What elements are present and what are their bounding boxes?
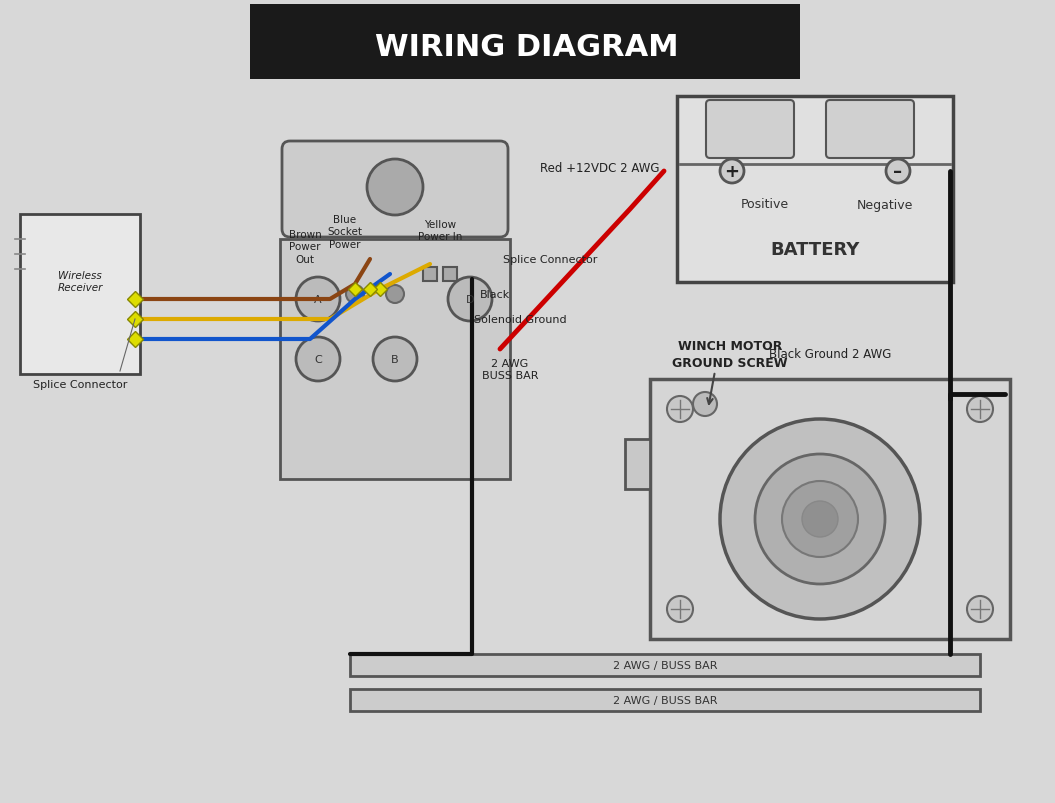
Circle shape (693, 393, 717, 417)
Circle shape (296, 278, 340, 321)
Text: Blue
Socket
Power: Blue Socket Power (327, 214, 363, 250)
Circle shape (448, 278, 492, 321)
Circle shape (886, 160, 910, 184)
Text: 2 AWG / BUSS BAR: 2 AWG / BUSS BAR (613, 660, 717, 671)
Circle shape (667, 397, 693, 422)
Text: Yellow
Power In: Yellow Power In (418, 220, 462, 242)
Text: C: C (314, 355, 322, 365)
Circle shape (367, 160, 423, 216)
Text: +: + (725, 163, 740, 181)
FancyBboxPatch shape (625, 439, 650, 489)
Text: BATTERY: BATTERY (770, 241, 860, 259)
Text: Splice Connector: Splice Connector (33, 380, 128, 389)
Text: 2 AWG
BUSS BAR: 2 AWG BUSS BAR (482, 358, 538, 381)
Text: Black Ground 2 AWG: Black Ground 2 AWG (769, 348, 891, 361)
Text: Wireless
Receiver: Wireless Receiver (57, 271, 102, 292)
Circle shape (346, 286, 364, 304)
Text: B: B (391, 355, 399, 365)
Circle shape (386, 286, 404, 304)
Circle shape (720, 160, 744, 184)
FancyBboxPatch shape (423, 267, 437, 282)
Circle shape (667, 597, 693, 622)
Text: Splice Connector: Splice Connector (503, 255, 597, 265)
Circle shape (802, 501, 838, 537)
Circle shape (373, 337, 417, 381)
Text: WIRING DIAGRAM: WIRING DIAGRAM (376, 32, 678, 61)
FancyBboxPatch shape (677, 97, 953, 283)
Text: Positive: Positive (741, 198, 789, 211)
Text: Negative: Negative (857, 198, 914, 211)
Text: Solenoid Ground: Solenoid Ground (474, 315, 567, 324)
Circle shape (296, 337, 340, 381)
Text: A: A (314, 295, 322, 304)
Circle shape (967, 597, 993, 622)
Text: –: – (894, 163, 903, 181)
FancyBboxPatch shape (443, 267, 457, 282)
FancyBboxPatch shape (250, 5, 800, 80)
FancyBboxPatch shape (282, 142, 509, 238)
Circle shape (967, 397, 993, 422)
Text: 2 AWG / BUSS BAR: 2 AWG / BUSS BAR (613, 695, 717, 705)
Circle shape (755, 454, 885, 585)
FancyBboxPatch shape (20, 214, 140, 374)
FancyBboxPatch shape (826, 101, 914, 159)
Text: Black: Black (480, 290, 511, 300)
FancyBboxPatch shape (706, 101, 794, 159)
FancyBboxPatch shape (350, 654, 980, 676)
FancyBboxPatch shape (350, 689, 980, 711)
Text: Red +12VDC 2 AWG: Red +12VDC 2 AWG (540, 161, 659, 175)
Circle shape (720, 419, 920, 619)
Text: WINCH MOTOR
GROUND SCREW: WINCH MOTOR GROUND SCREW (672, 340, 788, 369)
FancyBboxPatch shape (650, 380, 1010, 639)
Circle shape (782, 482, 858, 557)
Text: D: D (465, 295, 475, 304)
FancyBboxPatch shape (280, 240, 510, 479)
Text: Brown
Power
Out: Brown Power Out (289, 230, 322, 264)
